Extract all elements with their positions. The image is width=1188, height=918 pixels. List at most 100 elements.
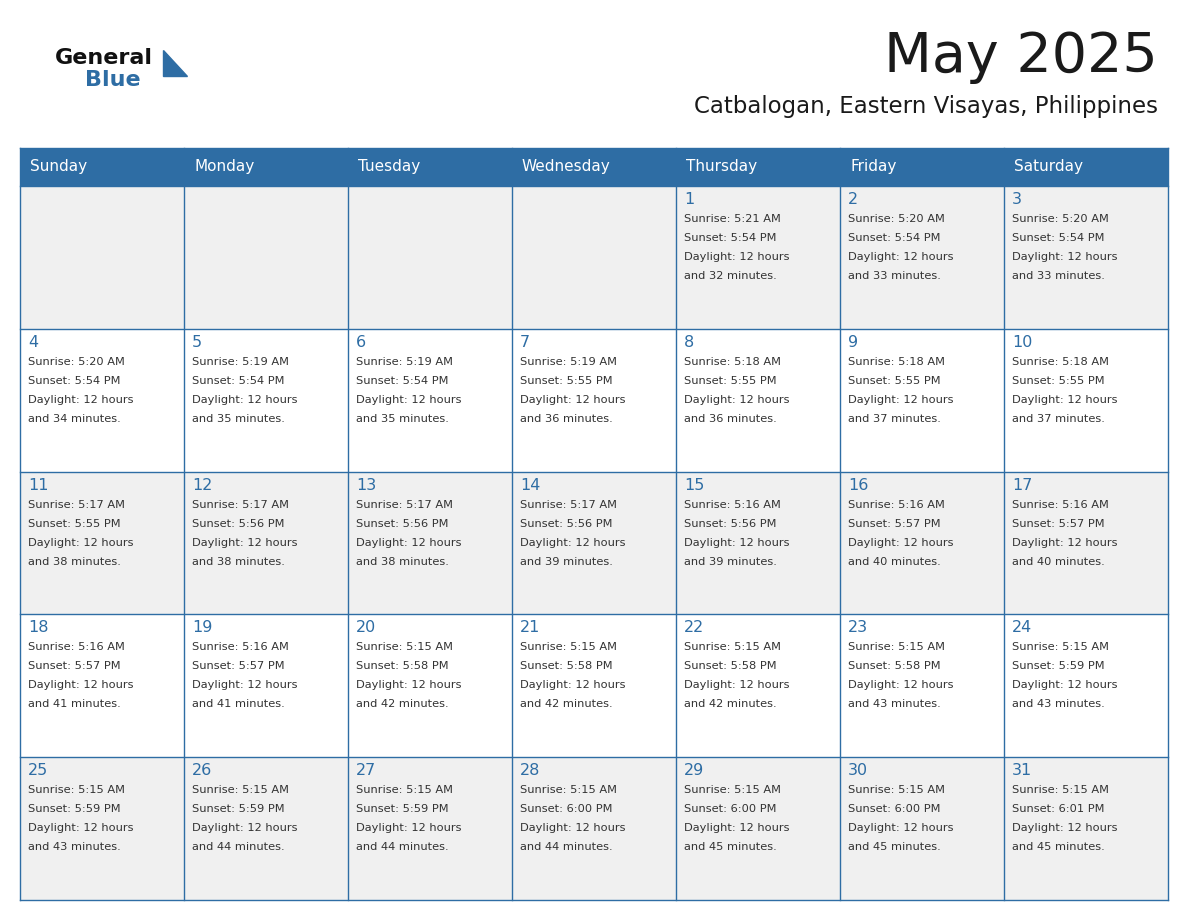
Text: Sunset: 5:56 PM: Sunset: 5:56 PM — [520, 519, 613, 529]
Text: 15: 15 — [684, 477, 704, 493]
Text: Sunset: 6:00 PM: Sunset: 6:00 PM — [520, 804, 613, 814]
Bar — [20, 148, 184, 186]
Text: Sunrise: 5:15 AM: Sunrise: 5:15 AM — [684, 643, 781, 653]
Text: Daylight: 12 hours: Daylight: 12 hours — [192, 680, 297, 690]
Bar — [184, 472, 348, 614]
Bar — [512, 329, 676, 472]
Bar — [840, 329, 1004, 472]
Text: Daylight: 12 hours: Daylight: 12 hours — [1012, 395, 1118, 405]
Text: Sunset: 5:55 PM: Sunset: 5:55 PM — [1012, 375, 1105, 386]
Bar — [184, 757, 348, 900]
Bar — [840, 472, 1004, 614]
Text: Sunrise: 5:15 AM: Sunrise: 5:15 AM — [848, 643, 944, 653]
Text: Sunrise: 5:15 AM: Sunrise: 5:15 AM — [848, 785, 944, 795]
Text: Sunset: 5:58 PM: Sunset: 5:58 PM — [848, 661, 941, 671]
Text: 22: 22 — [684, 621, 704, 635]
Bar — [348, 186, 512, 329]
Text: Sunday: Sunday — [30, 160, 87, 174]
Text: and 33 minutes.: and 33 minutes. — [1012, 271, 1105, 281]
Bar — [20, 614, 184, 757]
Bar — [676, 614, 840, 757]
Text: 25: 25 — [29, 763, 49, 778]
Text: and 43 minutes.: and 43 minutes. — [1012, 700, 1105, 710]
Text: Daylight: 12 hours: Daylight: 12 hours — [848, 680, 954, 690]
Bar — [184, 186, 348, 329]
Text: 17: 17 — [1012, 477, 1032, 493]
Text: Daylight: 12 hours: Daylight: 12 hours — [848, 538, 954, 548]
Text: and 37 minutes.: and 37 minutes. — [848, 414, 941, 424]
Text: and 44 minutes.: and 44 minutes. — [356, 842, 449, 852]
Text: Daylight: 12 hours: Daylight: 12 hours — [29, 823, 133, 834]
Bar — [1004, 329, 1168, 472]
Text: Sunset: 5:58 PM: Sunset: 5:58 PM — [520, 661, 613, 671]
Text: Daylight: 12 hours: Daylight: 12 hours — [684, 538, 790, 548]
Text: and 32 minutes.: and 32 minutes. — [684, 271, 777, 281]
Bar — [676, 757, 840, 900]
Text: Blue: Blue — [86, 70, 140, 90]
Bar — [348, 148, 512, 186]
Text: Sunrise: 5:18 AM: Sunrise: 5:18 AM — [684, 357, 781, 367]
Text: Sunset: 5:55 PM: Sunset: 5:55 PM — [848, 375, 941, 386]
Text: Sunrise: 5:17 AM: Sunrise: 5:17 AM — [356, 499, 453, 509]
Text: Sunrise: 5:17 AM: Sunrise: 5:17 AM — [192, 499, 289, 509]
Text: Sunset: 5:57 PM: Sunset: 5:57 PM — [29, 661, 121, 671]
Text: Daylight: 12 hours: Daylight: 12 hours — [192, 823, 297, 834]
Text: Sunset: 5:55 PM: Sunset: 5:55 PM — [29, 519, 121, 529]
Text: Sunset: 6:00 PM: Sunset: 6:00 PM — [684, 804, 777, 814]
Text: Sunset: 5:54 PM: Sunset: 5:54 PM — [684, 233, 777, 243]
Text: Daylight: 12 hours: Daylight: 12 hours — [29, 538, 133, 548]
Text: 20: 20 — [356, 621, 377, 635]
Text: Sunrise: 5:16 AM: Sunrise: 5:16 AM — [29, 643, 125, 653]
Text: Sunrise: 5:19 AM: Sunrise: 5:19 AM — [356, 357, 453, 367]
Text: Saturday: Saturday — [1015, 160, 1083, 174]
Text: Sunrise: 5:20 AM: Sunrise: 5:20 AM — [29, 357, 125, 367]
Text: Sunrise: 5:18 AM: Sunrise: 5:18 AM — [848, 357, 944, 367]
Text: Daylight: 12 hours: Daylight: 12 hours — [356, 395, 461, 405]
Text: and 38 minutes.: and 38 minutes. — [192, 556, 285, 566]
Text: Daylight: 12 hours: Daylight: 12 hours — [684, 252, 790, 262]
Text: and 42 minutes.: and 42 minutes. — [684, 700, 777, 710]
Text: 12: 12 — [192, 477, 213, 493]
Bar — [20, 757, 184, 900]
Text: and 45 minutes.: and 45 minutes. — [684, 842, 777, 852]
Text: Sunset: 5:54 PM: Sunset: 5:54 PM — [29, 375, 120, 386]
Bar — [840, 614, 1004, 757]
Bar — [840, 757, 1004, 900]
Text: and 35 minutes.: and 35 minutes. — [192, 414, 285, 424]
Text: and 35 minutes.: and 35 minutes. — [356, 414, 449, 424]
Bar — [184, 614, 348, 757]
Text: Sunset: 5:55 PM: Sunset: 5:55 PM — [520, 375, 613, 386]
Text: Friday: Friday — [849, 160, 897, 174]
Bar — [348, 472, 512, 614]
Text: Daylight: 12 hours: Daylight: 12 hours — [192, 538, 297, 548]
Text: Sunrise: 5:15 AM: Sunrise: 5:15 AM — [684, 785, 781, 795]
Text: and 42 minutes.: and 42 minutes. — [520, 700, 613, 710]
Text: Sunset: 5:54 PM: Sunset: 5:54 PM — [848, 233, 941, 243]
Text: Daylight: 12 hours: Daylight: 12 hours — [684, 680, 790, 690]
Text: 28: 28 — [520, 763, 541, 778]
Text: and 33 minutes.: and 33 minutes. — [848, 271, 941, 281]
Text: Sunset: 5:54 PM: Sunset: 5:54 PM — [192, 375, 284, 386]
Text: Sunrise: 5:20 AM: Sunrise: 5:20 AM — [1012, 214, 1108, 224]
Text: and 34 minutes.: and 34 minutes. — [29, 414, 121, 424]
Text: Sunset: 5:57 PM: Sunset: 5:57 PM — [1012, 519, 1105, 529]
Text: 21: 21 — [520, 621, 541, 635]
Text: 3: 3 — [1012, 192, 1022, 207]
Text: and 37 minutes.: and 37 minutes. — [1012, 414, 1105, 424]
Text: Sunrise: 5:15 AM: Sunrise: 5:15 AM — [520, 643, 617, 653]
Text: 1: 1 — [684, 192, 694, 207]
Text: and 39 minutes.: and 39 minutes. — [520, 556, 613, 566]
Bar — [676, 186, 840, 329]
Text: Sunrise: 5:15 AM: Sunrise: 5:15 AM — [356, 785, 453, 795]
Text: Daylight: 12 hours: Daylight: 12 hours — [1012, 252, 1118, 262]
Bar — [1004, 186, 1168, 329]
Text: and 45 minutes.: and 45 minutes. — [848, 842, 941, 852]
Text: Daylight: 12 hours: Daylight: 12 hours — [848, 252, 954, 262]
Text: 26: 26 — [192, 763, 213, 778]
Text: and 45 minutes.: and 45 minutes. — [1012, 842, 1105, 852]
Text: Daylight: 12 hours: Daylight: 12 hours — [29, 395, 133, 405]
Text: Sunrise: 5:17 AM: Sunrise: 5:17 AM — [520, 499, 617, 509]
Text: Sunrise: 5:19 AM: Sunrise: 5:19 AM — [192, 357, 289, 367]
Text: and 36 minutes.: and 36 minutes. — [684, 414, 777, 424]
Text: Sunrise: 5:17 AM: Sunrise: 5:17 AM — [29, 499, 125, 509]
